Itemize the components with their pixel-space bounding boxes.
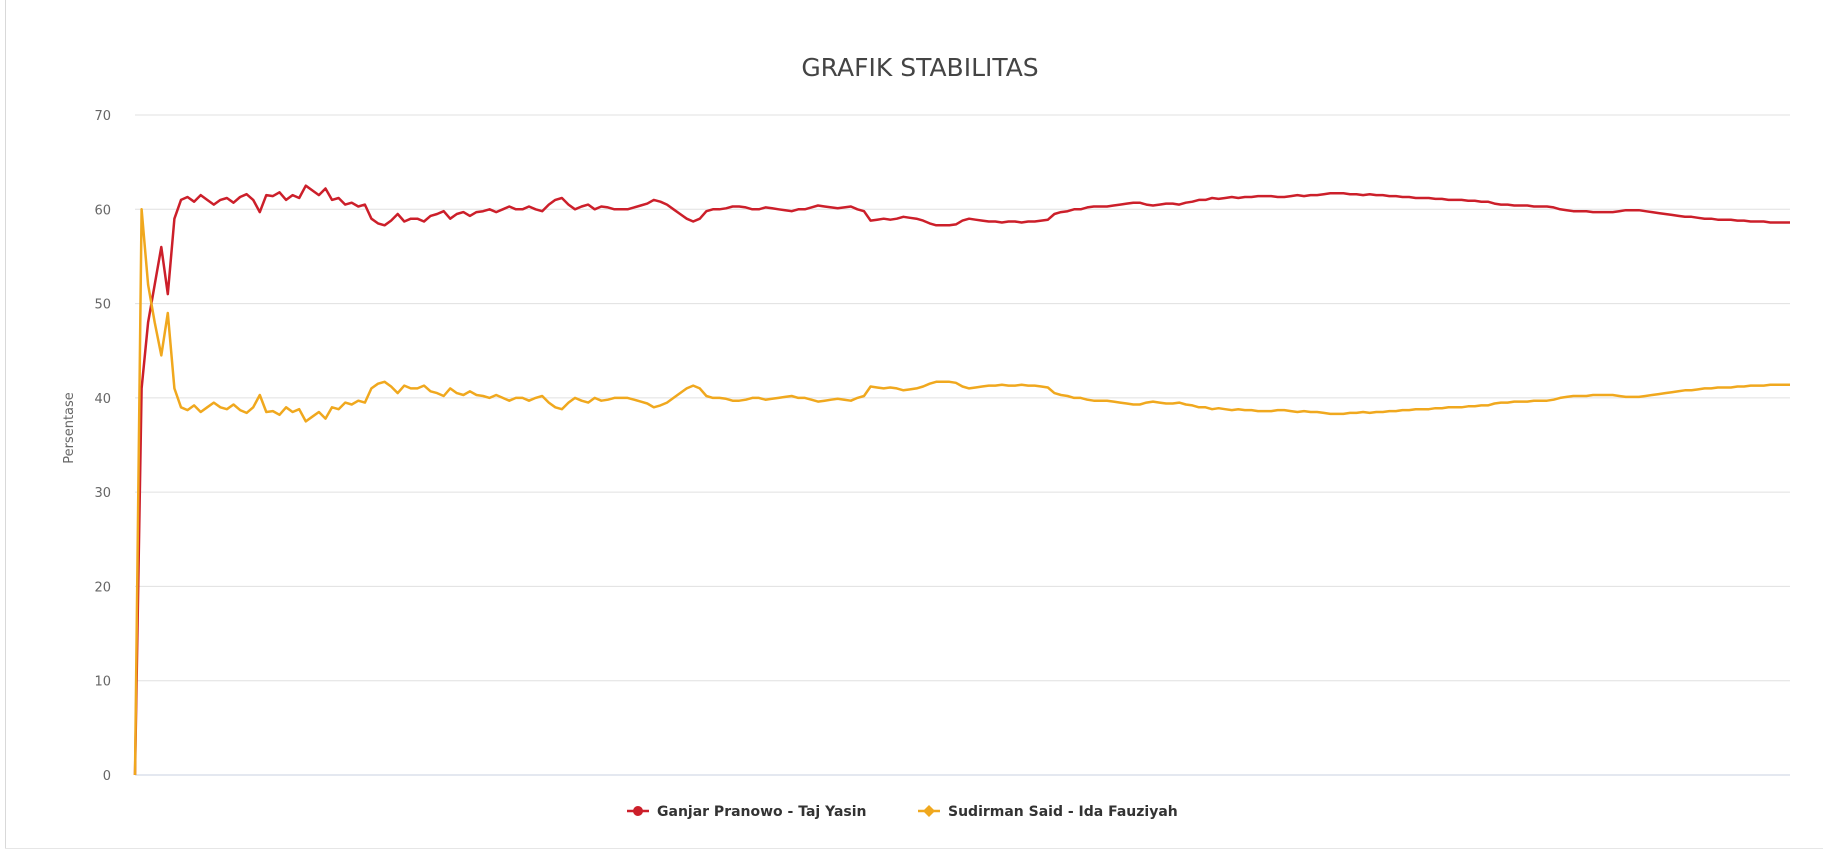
y-tick-label-70: 70 bbox=[94, 109, 111, 124]
legend[interactable]: Ganjar Pranowo - Taj Yasin Sudirman Said… bbox=[627, 804, 1178, 820]
y-tick-label-10: 10 bbox=[94, 675, 111, 690]
series-lines bbox=[133, 184, 1790, 776]
legend-label-series-1: Sudirman Said - Ida Fauziyah bbox=[948, 804, 1178, 820]
legend-item-series-1[interactable]: Sudirman Said - Ida Fauziyah bbox=[918, 804, 1178, 820]
series-line-0 bbox=[133, 184, 1790, 776]
y-tick-label-20: 20 bbox=[94, 580, 111, 595]
legend-label-series-0: Ganjar Pranowo - Taj Yasin bbox=[657, 804, 867, 820]
legend-marker-series-1 bbox=[923, 805, 935, 817]
chart-title: GRAFIK STABILITAS bbox=[801, 53, 1038, 82]
legend-item-series-0[interactable]: Ganjar Pranowo - Taj Yasin bbox=[627, 804, 867, 820]
gridlines bbox=[135, 114, 1790, 776]
y-tick-labels: 0 10 20 30 40 50 60 70 bbox=[94, 109, 111, 784]
y-tick-label-40: 40 bbox=[94, 392, 111, 407]
y-tick-label-50: 50 bbox=[94, 298, 111, 313]
legend-marker-series-0 bbox=[633, 806, 643, 816]
y-axis-label: Persentase bbox=[62, 392, 77, 464]
frame-border-left bbox=[5, 0, 6, 849]
y-tick-label-0: 0 bbox=[103, 769, 111, 784]
y-tick-label-60: 60 bbox=[94, 203, 111, 218]
series-line-1 bbox=[133, 208, 1790, 776]
y-tick-label-30: 30 bbox=[94, 486, 111, 501]
